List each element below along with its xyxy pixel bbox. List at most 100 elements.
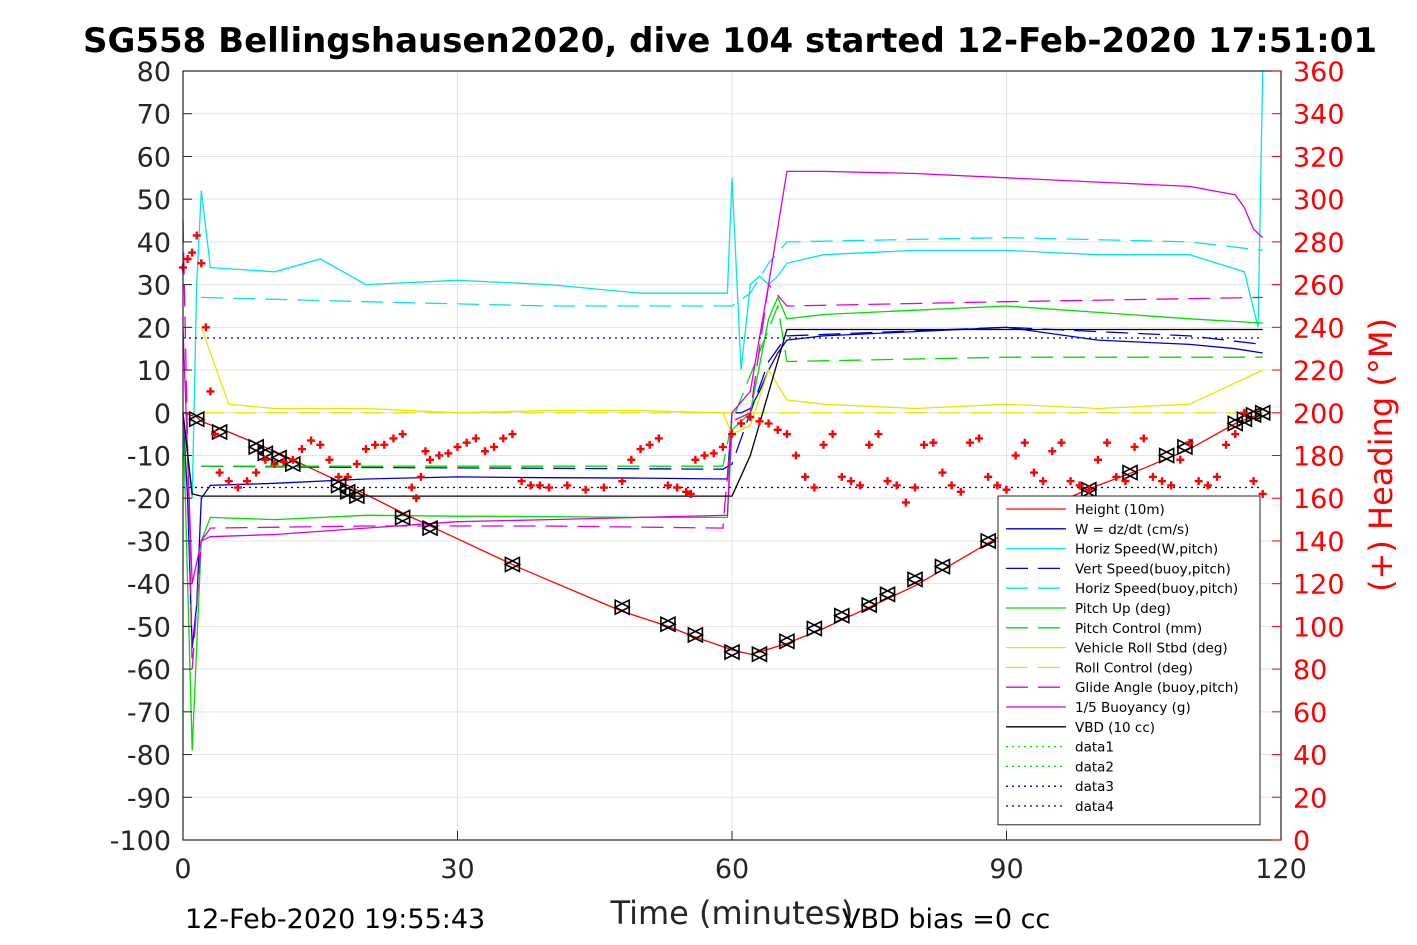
heading-point	[1158, 477, 1167, 486]
heading-point	[508, 430, 517, 439]
heading-point	[1194, 477, 1203, 486]
heading-point	[426, 455, 435, 464]
x-tick-label: 60	[715, 854, 749, 885]
heading-point	[362, 445, 370, 454]
heading-point	[1167, 481, 1176, 490]
heading-point	[846, 477, 855, 486]
heading-point	[883, 477, 892, 486]
heading-point	[956, 487, 965, 496]
series-line-5	[182, 295, 1263, 751]
heading-point	[901, 498, 910, 507]
y-tick-label: 40	[137, 228, 171, 259]
legend-label: Horiz Speed(buoy,pitch)	[1075, 581, 1238, 597]
heading-point	[1029, 468, 1038, 477]
y-tick-label: -30	[127, 527, 171, 558]
heading-point	[1258, 489, 1267, 498]
legend-label: data4	[1075, 799, 1114, 815]
heading-point	[755, 417, 764, 426]
y-tick-label: 0	[154, 399, 171, 430]
dive-marker	[1176, 438, 1194, 456]
heading-point	[801, 472, 810, 481]
heading-point	[297, 445, 306, 454]
heading-point	[389, 434, 398, 443]
y-tick-label: -60	[127, 655, 171, 686]
y-tick-label: 60	[137, 142, 171, 173]
heading-point	[636, 445, 645, 454]
heading-point	[183, 254, 192, 263]
heading-point	[526, 481, 535, 490]
series-line-4	[201, 236, 1263, 307]
heading-point	[407, 483, 416, 492]
heading-point	[764, 419, 773, 428]
heading-point	[599, 483, 608, 492]
heading-point	[1075, 481, 1084, 490]
legend-label: Vert Speed(buoy,pitch)	[1075, 561, 1231, 577]
right-tick-label: 80	[1293, 655, 1327, 686]
dive-marker	[979, 532, 997, 550]
y-tick-label: 70	[137, 100, 171, 131]
right-tick-label: 340	[1293, 100, 1345, 131]
series-line-2	[182, 70, 1264, 499]
y-tick-label: 50	[137, 185, 171, 216]
heading-point	[911, 483, 919, 492]
legend-label: 1/5 Buoyancy (g)	[1075, 700, 1191, 716]
heading-point	[371, 440, 380, 449]
heading-point	[865, 440, 874, 449]
heading-point	[325, 455, 334, 464]
heading-point	[1039, 477, 1048, 486]
y-tick-label: -80	[127, 741, 171, 772]
legend: Height (10m) W = dz/dt (cm/s) Horiz Speed(…	[997, 495, 1261, 826]
dive-marker	[348, 487, 366, 505]
heading-point	[1148, 472, 1157, 481]
heading-point	[728, 430, 736, 439]
y-tick-label: 80	[137, 57, 171, 88]
heading-point	[993, 481, 1002, 490]
right-axis-label: (+) Heading (°M)	[1362, 318, 1400, 592]
heading-point	[563, 481, 572, 490]
legend-label: Pitch Control (mm)	[1075, 621, 1202, 637]
right-tick-label: 120	[1293, 570, 1345, 601]
heading-point	[686, 489, 695, 498]
right-tick-label: 60	[1293, 698, 1327, 729]
heading-point	[975, 434, 984, 443]
heading-point	[211, 430, 220, 439]
heading-point	[929, 438, 938, 447]
heading-point	[1020, 438, 1029, 447]
heading-point	[1222, 440, 1231, 449]
dive-marker	[686, 626, 705, 644]
right-tick-label: 100	[1293, 612, 1345, 643]
dive-marker	[659, 615, 677, 633]
heading-point	[416, 472, 425, 481]
dive-marker	[1121, 464, 1139, 481]
heading-point	[965, 438, 974, 447]
heading-point	[1249, 477, 1258, 486]
heading-point	[288, 455, 297, 464]
heading-point	[480, 447, 489, 456]
right-tick-label: 40	[1293, 741, 1327, 772]
heading-point	[279, 457, 288, 466]
heading-point	[1057, 438, 1066, 447]
heading-point	[352, 460, 361, 469]
right-tick-label: 240	[1293, 313, 1345, 344]
legend-label: Vehicle Roll Stbd (deg)	[1075, 641, 1228, 657]
dive-marker	[613, 598, 631, 616]
heading-point	[773, 425, 782, 434]
heading-point	[471, 434, 480, 443]
x-tick-label: 30	[440, 854, 474, 885]
heading-point	[856, 481, 865, 490]
heading-point	[746, 413, 755, 422]
right-tick-label: 220	[1293, 356, 1345, 387]
y-tick-label: -70	[127, 698, 171, 729]
y-tick-label: -40	[127, 570, 171, 601]
heading-point	[252, 468, 261, 477]
heading-point	[792, 451, 801, 460]
legend-label: Pitch Up (deg)	[1075, 601, 1171, 617]
heading-point	[343, 472, 352, 481]
dive-marker	[906, 571, 924, 588]
heading-markers	[179, 231, 1267, 507]
heading-point	[828, 430, 837, 439]
heading-point	[645, 440, 654, 449]
dive-marker	[1253, 404, 1272, 422]
legend-label: Glide Angle (buoy,pitch)	[1075, 680, 1239, 696]
